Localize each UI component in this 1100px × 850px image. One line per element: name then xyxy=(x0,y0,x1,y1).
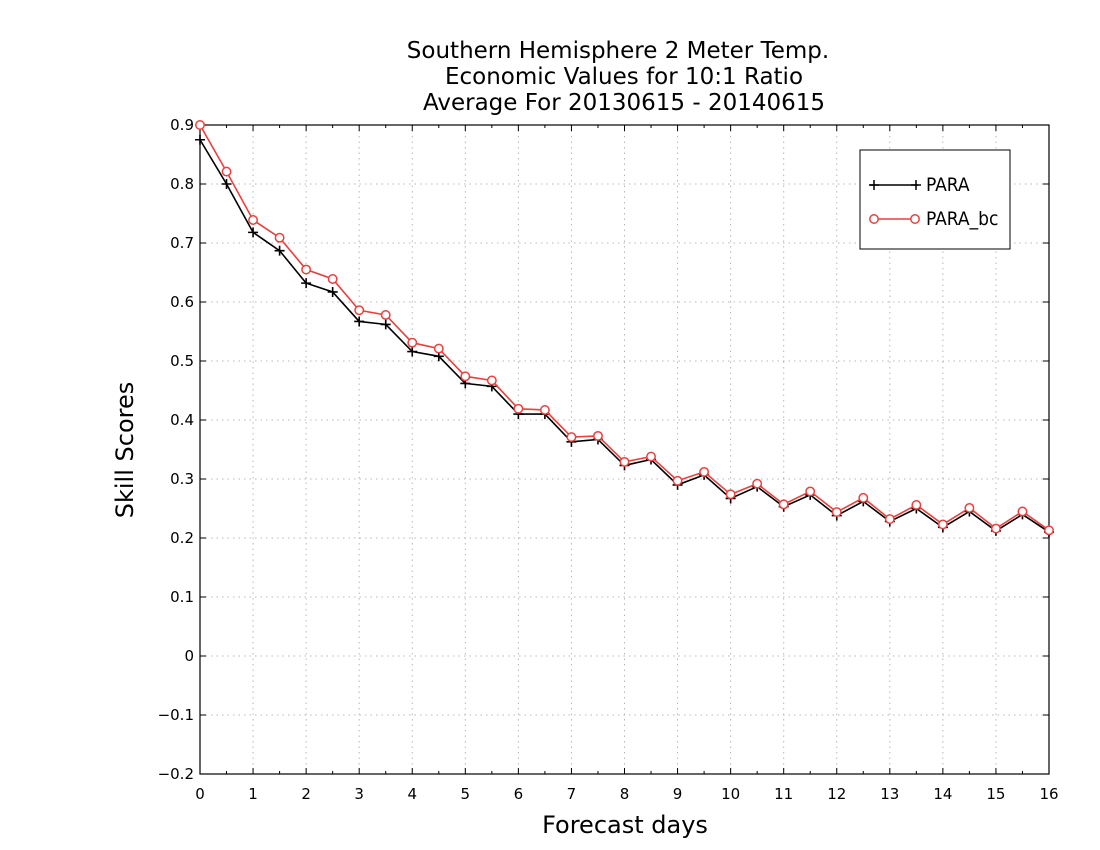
data-point-para xyxy=(274,245,285,256)
x-tick-label: 16 xyxy=(1039,785,1058,803)
data-point-para-bc xyxy=(884,514,895,525)
data-point-para xyxy=(195,134,205,145)
chart-title-line-2: Economic Values for 10:1 Ratio xyxy=(445,64,803,90)
legend-para-bc-marker-circle-icon xyxy=(910,214,920,224)
y-axis-ticks: −0.2 −0.1 0 0.1 0.2 0.3 0.4 0.5 0.6 0.7 0.8 0.9 xyxy=(158,116,1049,783)
legend-para-bc-label: PARA_bc xyxy=(926,208,998,230)
x-tick-label: 13 xyxy=(880,785,899,803)
y-tick-label: 0.1 xyxy=(170,588,194,606)
data-point-para-bc xyxy=(937,519,948,530)
data-point-para-bc xyxy=(274,232,285,243)
data-point-para-bc xyxy=(911,500,922,510)
data-point-para-bc xyxy=(593,430,603,441)
data-point-para-bc xyxy=(858,492,869,503)
x-tick-label: 5 xyxy=(461,785,471,803)
series-para-bc xyxy=(195,120,1054,536)
data-point-para xyxy=(407,346,418,357)
x-tick-label: 12 xyxy=(827,785,846,803)
x-tick-label: 6 xyxy=(514,785,524,803)
x-axis-ticks: 0 1 2 3 4 5 6 7 8 9 10 11 12 13 14 15 16 xyxy=(195,125,1059,803)
data-point-para-bc xyxy=(990,523,1001,534)
x-tick-label: 7 xyxy=(567,785,577,803)
x-tick-label: 15 xyxy=(986,785,1005,803)
y-tick-label: 0.5 xyxy=(170,352,194,370)
data-point-para-bc xyxy=(513,403,524,414)
data-point-para xyxy=(301,278,312,289)
data-point-para-bc xyxy=(699,466,710,477)
x-tick-label: 14 xyxy=(933,785,952,803)
y-tick-label: 0.4 xyxy=(170,411,194,429)
data-point-para xyxy=(354,316,365,327)
data-point-para-bc xyxy=(433,343,444,354)
x-tick-label: 2 xyxy=(301,785,311,803)
data-point-para-bc xyxy=(805,486,816,497)
y-tick-label: 0.8 xyxy=(170,175,194,193)
y-tick-label: −0.1 xyxy=(158,706,194,724)
y-axis-label: Skill Scores xyxy=(111,382,139,519)
data-point-para-bc xyxy=(778,499,789,510)
legend-para-marker-plus-icon xyxy=(869,180,921,190)
data-point-para xyxy=(327,286,338,297)
x-tick-label: 10 xyxy=(721,785,740,803)
data-point-para-bc xyxy=(566,432,577,443)
series-group xyxy=(195,120,1054,538)
data-point-para xyxy=(248,227,259,238)
legend-para-label: PARA xyxy=(926,174,970,196)
x-tick-label: 3 xyxy=(354,785,364,803)
data-point-para-bc xyxy=(619,456,630,467)
x-tick-label: 0 xyxy=(195,785,205,803)
y-tick-label: −0.2 xyxy=(158,765,194,783)
data-point-para-bc xyxy=(725,489,736,500)
data-point-para-bc xyxy=(646,451,656,462)
x-tick-label: 9 xyxy=(673,785,683,803)
data-point-para-bc xyxy=(831,507,842,517)
data-point-para-bc xyxy=(407,337,418,348)
legend-box xyxy=(859,149,1011,250)
plot-frame xyxy=(199,124,1050,775)
data-point-para-bc xyxy=(1044,525,1054,536)
data-point-para-bc xyxy=(327,274,338,284)
chart-title-line-3: Average For 20130615 - 20140615 xyxy=(423,90,825,116)
data-point-para-bc xyxy=(672,475,683,486)
data-point-para xyxy=(221,179,232,189)
data-point-para-bc xyxy=(460,371,471,382)
data-point-para-bc xyxy=(221,166,232,177)
data-point-para-bc xyxy=(486,375,497,386)
data-point-para-bc xyxy=(752,478,763,489)
data-point-para-bc xyxy=(354,305,365,316)
data-point-para-bc xyxy=(1017,506,1028,517)
y-tick-label: 0.6 xyxy=(170,293,194,311)
y-tick-label: 0.3 xyxy=(170,470,194,488)
x-axis-label: Forecast days xyxy=(542,811,708,839)
data-point-para-bc xyxy=(539,405,550,415)
y-tick-label: 0 xyxy=(184,647,194,665)
x-tick-label: 8 xyxy=(620,785,630,803)
data-point-para-bc xyxy=(380,310,391,320)
x-tick-label: 1 xyxy=(248,785,258,803)
y-tick-label: 0.2 xyxy=(170,529,194,547)
x-tick-label: 4 xyxy=(407,785,417,803)
data-point-para-bc xyxy=(964,502,975,513)
y-tick-label: 0.7 xyxy=(170,234,194,252)
data-point-para xyxy=(380,319,391,330)
data-point-para-bc xyxy=(301,264,312,275)
chart-title-line-1: Southern Hemisphere 2 Meter Temp. xyxy=(407,38,829,64)
grid-lines xyxy=(200,125,1049,774)
y-tick-label: 0.9 xyxy=(170,116,194,134)
x-tick-label: 11 xyxy=(774,785,793,803)
data-point-para-bc xyxy=(248,215,259,225)
data-point-para-bc xyxy=(195,120,205,130)
legend-para-bc-marker-circle-icon xyxy=(869,214,879,224)
legend: PARA PARA_bc xyxy=(859,149,1011,250)
